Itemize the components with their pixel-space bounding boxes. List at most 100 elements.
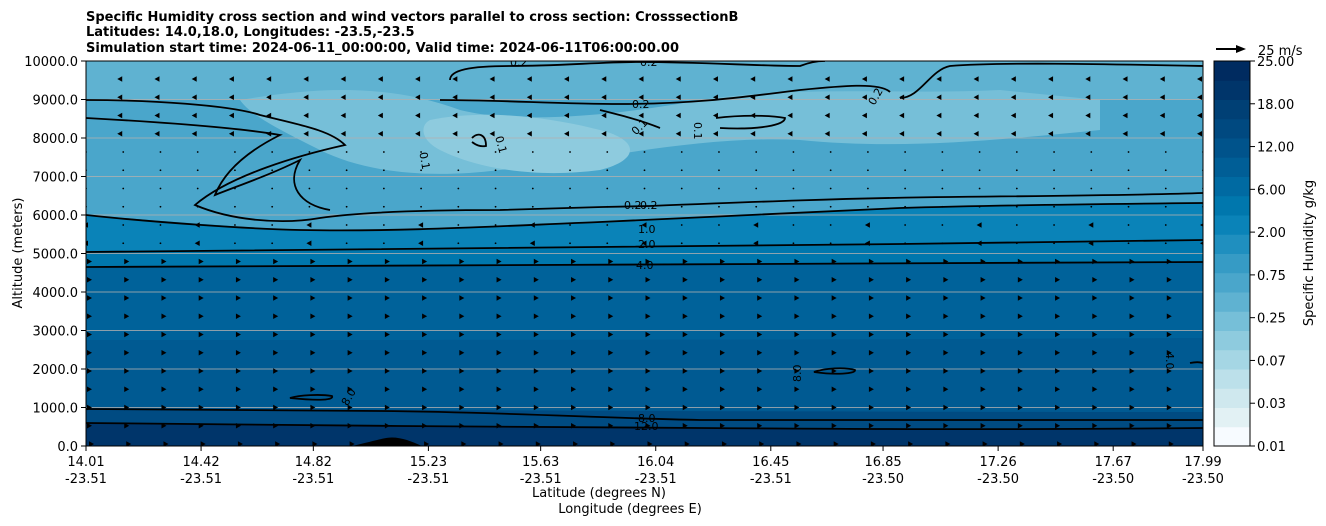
colorbar-segment-3 — [1214, 369, 1250, 389]
wind-vector-502 — [310, 368, 316, 374]
wind-vector-193 — [345, 187, 348, 190]
wind-vector-347 — [310, 276, 316, 283]
wind-vector-178 — [941, 169, 944, 172]
wind-vector-106 — [564, 130, 570, 137]
wind-vector-385 — [571, 295, 577, 301]
wind-vector-467 — [161, 349, 167, 356]
wind-vector-52 — [861, 94, 867, 101]
humidity-band-dry-top — [86, 61, 1203, 100]
wind-vector-148 — [978, 151, 981, 153]
wind-vector-587 — [1166, 404, 1172, 411]
wind-vector-453 — [794, 331, 800, 338]
wind-vector-212 — [1053, 187, 1055, 190]
wind-vector-534 — [347, 386, 353, 393]
wind-vector-80 — [750, 112, 756, 119]
wind-vector-233 — [680, 205, 683, 208]
wind-vector-224 — [345, 205, 348, 208]
wind-vector-398 — [1055, 295, 1061, 301]
wind-vector-504 — [384, 368, 390, 374]
wind-vector-215 — [1164, 187, 1167, 190]
wind-vector-156 — [122, 169, 125, 172]
wind-vector-277 — [1164, 224, 1167, 226]
wind-vector-43 — [526, 94, 532, 101]
wind-vector-572 — [608, 404, 614, 411]
wind-vector-4 — [228, 76, 234, 82]
wind-vector-511 — [645, 368, 651, 374]
wind-vector-440 — [310, 331, 316, 338]
wind-vector-200 — [606, 187, 609, 190]
wind-vector-348 — [347, 276, 353, 283]
wind-vector-392 — [831, 295, 837, 301]
wind-vector-645 — [1019, 441, 1025, 446]
wind-vector-450 — [682, 331, 688, 338]
wind-vector-285 — [306, 240, 312, 247]
wind-vector-583 — [1017, 404, 1023, 411]
wind-vector-495 — [1204, 350, 1209, 356]
wind-vector-214 — [1127, 187, 1130, 190]
wind-vector-624 — [237, 441, 243, 446]
contour-label-4-right: 4.0 — [1163, 352, 1176, 370]
wind-vector-460 — [1055, 331, 1061, 338]
x-tick-lat-2: 14.82 — [295, 455, 332, 470]
wind-vector-394 — [906, 295, 912, 301]
wind-vector-499 — [198, 368, 204, 374]
wind-vector-142 — [755, 151, 758, 153]
wind-vector-45 — [601, 94, 607, 101]
wind-vector-319 — [422, 258, 428, 265]
wind-vector-461 — [1092, 331, 1098, 338]
wind-vector-116 — [936, 130, 942, 137]
wind-vector-123 — [1197, 130, 1202, 137]
wind-vector-234 — [718, 205, 720, 208]
wind-vector-554 — [1092, 386, 1098, 393]
wind-vector-358 — [719, 276, 725, 283]
wind-vector-290 — [494, 242, 497, 245]
wind-vector-213 — [1090, 187, 1093, 190]
wind-vector-542 — [645, 386, 651, 393]
wind-vector-104 — [489, 130, 495, 137]
wind-vector-514 — [757, 368, 763, 374]
wind-vector-164 — [420, 169, 422, 172]
wind-vector-527 — [87, 386, 92, 393]
wind-vector-42 — [489, 94, 495, 101]
y-tick-label-6: 6000.0 — [33, 209, 79, 224]
wind-vector-75 — [564, 112, 570, 119]
y-tick-label-3: 3000.0 — [33, 325, 79, 340]
wind-vector-144 — [829, 151, 832, 153]
wind-vector-607 — [757, 422, 763, 429]
wind-vector-334 — [980, 258, 986, 265]
wind-vector-374 — [161, 295, 167, 301]
wind-vector-88 — [1048, 112, 1054, 119]
wind-vector-353 — [533, 276, 539, 283]
x-tick-lat-8: 17.26 — [980, 455, 1017, 470]
wind-vector-447 — [571, 331, 577, 338]
wind-vector-405 — [161, 313, 167, 320]
wind-vector-41 — [452, 94, 458, 101]
wind-vector-635 — [647, 441, 653, 446]
wind-vector-434 — [87, 331, 92, 338]
wind-vector-65 — [191, 112, 197, 119]
wind-vector-180 — [1015, 169, 1018, 172]
wind-vector-413 — [459, 313, 465, 320]
wind-vector-551 — [980, 386, 986, 393]
wind-vector-170 — [643, 169, 646, 172]
wind-vector-484 — [794, 349, 800, 356]
wind-vector-462 — [1129, 331, 1135, 338]
wind-vector-481 — [682, 349, 688, 356]
contour-label-0-1-c: 0.1 — [492, 135, 509, 155]
wind-vector-638 — [759, 441, 765, 446]
wind-vector-44 — [564, 94, 570, 101]
wind-vector-355 — [608, 276, 614, 283]
horizontal-gridlines — [86, 61, 1203, 446]
wind-vector-588 — [1204, 405, 1209, 411]
wind-vector-437 — [198, 331, 204, 338]
y-tick-label-8: 8000.0 — [33, 132, 79, 147]
wind-vector-272 — [976, 222, 982, 228]
wind-vector-539 — [533, 386, 539, 393]
wind-vector-500 — [235, 368, 241, 374]
wind-vector-82 — [824, 112, 830, 119]
x-tick-lat-9: 17.67 — [1095, 455, 1132, 470]
x-tick-lat-7: 16.85 — [864, 455, 901, 470]
colorbar-tick-label-1: 0.03 — [1257, 397, 1286, 412]
wind-vector-320 — [459, 258, 465, 265]
wind-vector-17 — [712, 76, 718, 82]
